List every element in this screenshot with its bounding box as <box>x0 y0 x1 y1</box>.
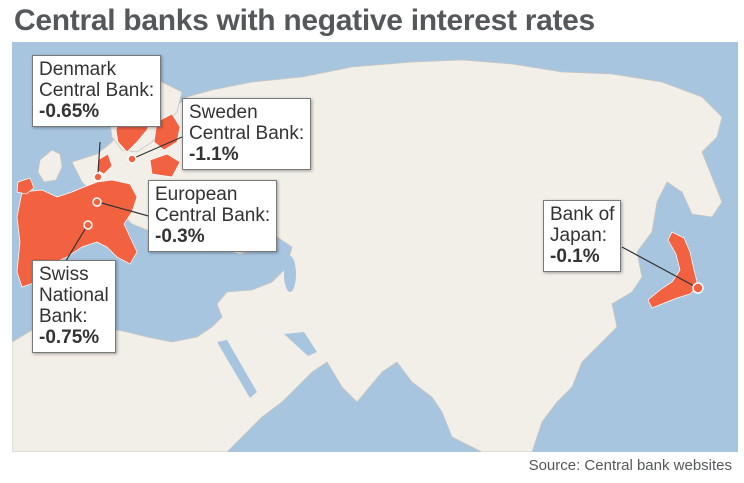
callout-label: Denmark Central Bank: <box>39 59 155 101</box>
japan-dot <box>692 282 704 294</box>
callout-sweden: Sweden Central Bank: -1.1% <box>182 98 312 170</box>
callout-label: Swiss National Bank: <box>39 264 109 327</box>
connector-lines <box>63 136 697 288</box>
callout-denmark: Denmark Central Bank: -0.65% <box>32 55 162 127</box>
ecb-connector <box>97 201 153 218</box>
uk-land <box>37 149 63 183</box>
denmark-connector <box>97 141 101 175</box>
swiss-dot <box>83 220 93 230</box>
callout-rate: -0.75% <box>39 327 100 348</box>
denmark-dot <box>93 172 103 182</box>
persian-gulf <box>284 332 317 356</box>
chart-title: Central banks with negative interest rat… <box>14 4 595 37</box>
callout-rate: -0.1% <box>550 246 600 267</box>
callout-rate: -1.1% <box>189 144 239 165</box>
black-sea <box>194 251 246 269</box>
baltic-highlight <box>149 153 181 178</box>
callout-rate: -0.65% <box>39 101 100 122</box>
sweden-connector <box>133 136 183 159</box>
callout-label: Bank of Japan: <box>550 204 615 246</box>
callout-rate: -0.3% <box>155 226 205 247</box>
japan-connector <box>621 246 697 288</box>
japan-highlight <box>647 231 699 309</box>
callout-label: European Central Bank: <box>155 184 271 226</box>
callout-japan: Bank of Japan: -0.1% <box>543 200 622 272</box>
callout-label: Sweden Central Bank: <box>189 102 305 144</box>
denmark-highlight <box>96 153 113 175</box>
caspian-sea <box>284 256 296 292</box>
red-sea <box>217 340 257 398</box>
ecb-dot <box>92 197 102 207</box>
source-note: Source: Central bank websites <box>528 457 732 474</box>
location-dots <box>83 154 704 294</box>
swiss-connector <box>63 225 88 265</box>
callout-swiss: Swiss National Bank: -0.75% <box>32 260 116 353</box>
ireland-highlight <box>16 177 35 195</box>
callout-ecb: European Central Bank: -0.3% <box>148 180 278 252</box>
sweden-dot <box>127 154 137 164</box>
